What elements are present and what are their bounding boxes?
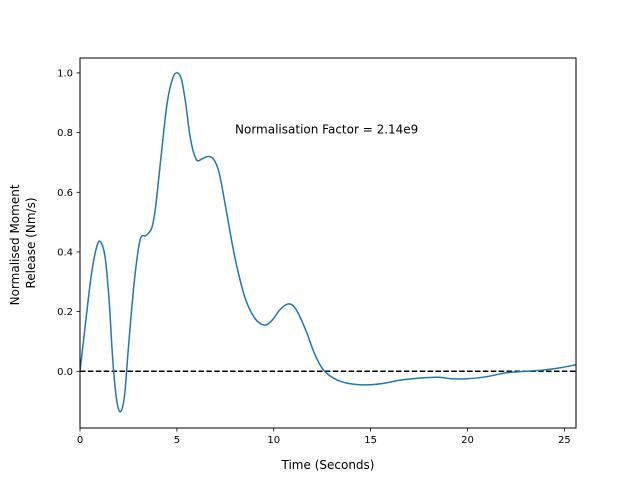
x-tick-label: 15 (364, 435, 377, 446)
y-tick-label: 0.0 (57, 367, 73, 378)
y-tick-label: 0.2 (57, 307, 73, 318)
y-tick-label: 0.4 (57, 248, 73, 259)
y-axis-label-line-2: Release (Nm/s) (24, 197, 38, 288)
y-tick-label: 1.0 (57, 69, 73, 80)
y-axis-label-line-1: Normalised Moment (8, 184, 22, 305)
x-tick-label: 10 (267, 435, 280, 446)
y-tick-label: 0.8 (57, 128, 73, 139)
y-axis-label: Normalised Moment Release (Nm/s) (8, 181, 38, 306)
normalisation-annotation: Normalisation Factor = 2.14e9 (235, 123, 418, 137)
series-line (80, 71, 576, 413)
x-tick-label: 0 (77, 435, 83, 446)
x-tick-label: 20 (461, 435, 474, 446)
x-tick-label: 25 (558, 435, 571, 446)
x-tick-label: 5 (174, 435, 180, 446)
x-axis-label: Time (Seconds) (281, 458, 375, 472)
y-tick-label: 0.6 (57, 188, 73, 199)
plot-frame (79, 57, 577, 429)
